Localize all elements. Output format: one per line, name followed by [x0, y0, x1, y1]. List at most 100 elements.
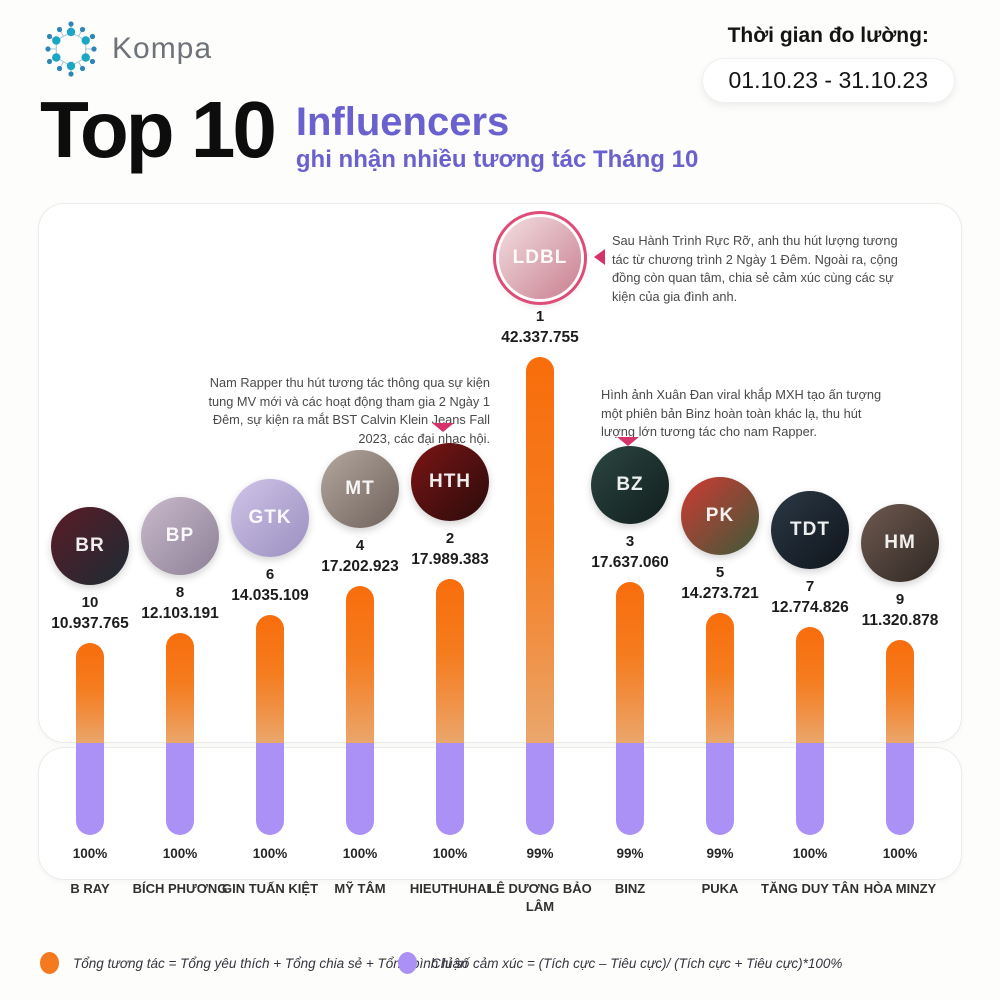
- sentiment-label: 99%: [706, 846, 734, 861]
- period-value-pill: 01.10.23 - 31.10.23: [701, 58, 955, 103]
- bar-purple-segment: [76, 743, 104, 835]
- value-label: 17.989.383: [411, 551, 489, 568]
- bar-orange-segment: [346, 586, 374, 743]
- avatar: LDBL: [499, 217, 581, 299]
- sentiment-label: 100%: [792, 846, 828, 861]
- interaction-bar: [436, 579, 464, 835]
- bar-purple-segment: [346, 743, 374, 835]
- rank-label: 6: [265, 566, 275, 583]
- rank-label: 3: [625, 533, 635, 550]
- interaction-bar: [166, 633, 194, 835]
- influencer-name: HIEUTHUHAI: [409, 881, 491, 896]
- interaction-bar: [886, 640, 914, 835]
- interaction-bar: [796, 627, 824, 835]
- bar-purple-segment: [166, 743, 194, 835]
- annotation-le-duong-bao-lam: Sau Hành Trình Rực Rỡ, anh thu hút lượng…: [612, 233, 898, 304]
- bar-orange-segment: [706, 613, 734, 743]
- influencer-column: HTH 2 17.989.383: [395, 427, 505, 569]
- sentiment-label: 100%: [252, 846, 288, 861]
- avatar: PK: [681, 477, 759, 555]
- avatar: MT: [321, 450, 399, 528]
- value-label: 12.774.826: [771, 599, 849, 616]
- value-label: 11.320.878: [861, 612, 939, 629]
- influencer-column: BR 10 10.937.765: [35, 491, 145, 633]
- sentiment-label: 100%: [882, 846, 918, 861]
- influencer-column: TDT 7 12.774.826: [755, 475, 865, 617]
- interaction-bar: [526, 357, 554, 835]
- page-title: Top 10 Influencers ghi nhận nhiều tương …: [40, 85, 699, 174]
- value-label: 10.937.765: [51, 615, 129, 632]
- measurement-period: Thời gian đo lường: 01.10.23 - 31.10.23: [701, 24, 955, 103]
- avatar: HTH: [411, 443, 489, 521]
- bar-purple-segment: [436, 743, 464, 835]
- title-top10: Top 10: [40, 85, 277, 174]
- bar-orange-segment: [796, 627, 824, 743]
- legend-text: Tổng tương tác = Tổng yêu thích + Tổng c…: [73, 955, 468, 971]
- avatar: BP: [141, 497, 219, 575]
- brand-name: Kompa: [112, 32, 213, 65]
- rank-label: 1: [535, 308, 545, 325]
- value-label: 14.273.721: [681, 585, 759, 602]
- influencer-name: GIN TUẤN KIỆT: [221, 881, 319, 896]
- interaction-bar: [706, 613, 734, 835]
- influencer-name: BÍCH PHƯƠNG: [132, 881, 228, 896]
- bar-orange-segment: [256, 615, 284, 743]
- legend-text: Chỉ số cảm xúc = (Tích cực – Tiêu cực)/ …: [431, 955, 843, 971]
- interaction-bar: [616, 582, 644, 835]
- annotation-arrow-down-icon: [432, 423, 454, 432]
- avatar: BR: [51, 507, 129, 585]
- bar-purple-segment: [616, 743, 644, 835]
- purple-dot-icon: [398, 952, 417, 974]
- kompa-logo-icon: [45, 21, 97, 77]
- influencer-name: TĂNG DUY TÂN: [761, 881, 859, 896]
- orange-dot-icon: [40, 952, 59, 974]
- sentiment-label: 100%: [432, 846, 468, 861]
- sentiment-label: 100%: [162, 846, 198, 861]
- legend-sentiment-index: Chỉ số cảm xúc = (Tích cực – Tiêu cực)/ …: [398, 952, 842, 974]
- bar-purple-segment: [796, 743, 824, 835]
- bar-purple-segment: [706, 743, 734, 835]
- influencer-name: HÒA MINZY: [863, 881, 937, 896]
- rank-label: 4: [355, 537, 365, 554]
- avatar: BZ: [591, 446, 669, 524]
- influencer-name: LÊ DƯƠNG BẢO LÂM: [488, 881, 592, 914]
- influencer-column: HM 9 11.320.878: [845, 488, 955, 630]
- bar-orange-segment: [526, 357, 554, 743]
- sentiment-label: 99%: [526, 846, 554, 861]
- legend-total-interactions: Tổng tương tác = Tổng yêu thích + Tổng c…: [40, 952, 468, 974]
- value-label: 17.637.060: [591, 554, 669, 571]
- influencer-column: LDBL 1 42.337.755: [485, 205, 595, 347]
- rank-label: 7: [805, 578, 815, 595]
- brand-logo: Kompa: [42, 20, 212, 78]
- avatar: GTK: [231, 479, 309, 557]
- annotation-binz: Hình ảnh Xuân Đan viral khắp MXH tạo ấn …: [601, 387, 882, 440]
- sentiment-label: 100%: [342, 846, 378, 861]
- title-subtitle: ghi nhận nhiều tương tác Tháng 10: [295, 146, 699, 173]
- sentiment-label: 100%: [72, 846, 108, 861]
- bar-orange-segment: [166, 633, 194, 743]
- bar-purple-segment: [526, 743, 554, 835]
- interaction-bar: [76, 643, 104, 835]
- rank-label: 8: [175, 584, 185, 601]
- bar-orange-segment: [76, 643, 104, 743]
- annotation-arrow-left-icon: [594, 249, 605, 265]
- avatar: HM: [861, 504, 939, 582]
- influencer-column: BZ 3 17.637.060: [575, 430, 685, 572]
- value-label: 14.035.109: [231, 587, 309, 604]
- avatar: TDT: [771, 491, 849, 569]
- influencer-column: MT 4 17.202.923: [305, 434, 415, 576]
- influencer-name: PUKA: [701, 881, 739, 896]
- influencer-name: B RAY: [70, 881, 110, 896]
- interaction-bar: [256, 615, 284, 835]
- rank-label: 5: [715, 564, 725, 581]
- bar-orange-segment: [886, 640, 914, 743]
- annotation-hieuthuhai: Nam Rapper thu hút tương tác thông qua s…: [208, 375, 490, 446]
- bar-orange-segment: [616, 582, 644, 743]
- influencer-column: PK 5 14.273.721: [665, 461, 775, 603]
- rank-label: 9: [895, 591, 905, 608]
- title-influencers: Influencers: [295, 100, 510, 144]
- bar-purple-segment: [886, 743, 914, 835]
- value-label: 12.103.191: [141, 605, 219, 622]
- annotation-arrow-down-icon: [617, 437, 639, 446]
- interaction-bar: [346, 586, 374, 835]
